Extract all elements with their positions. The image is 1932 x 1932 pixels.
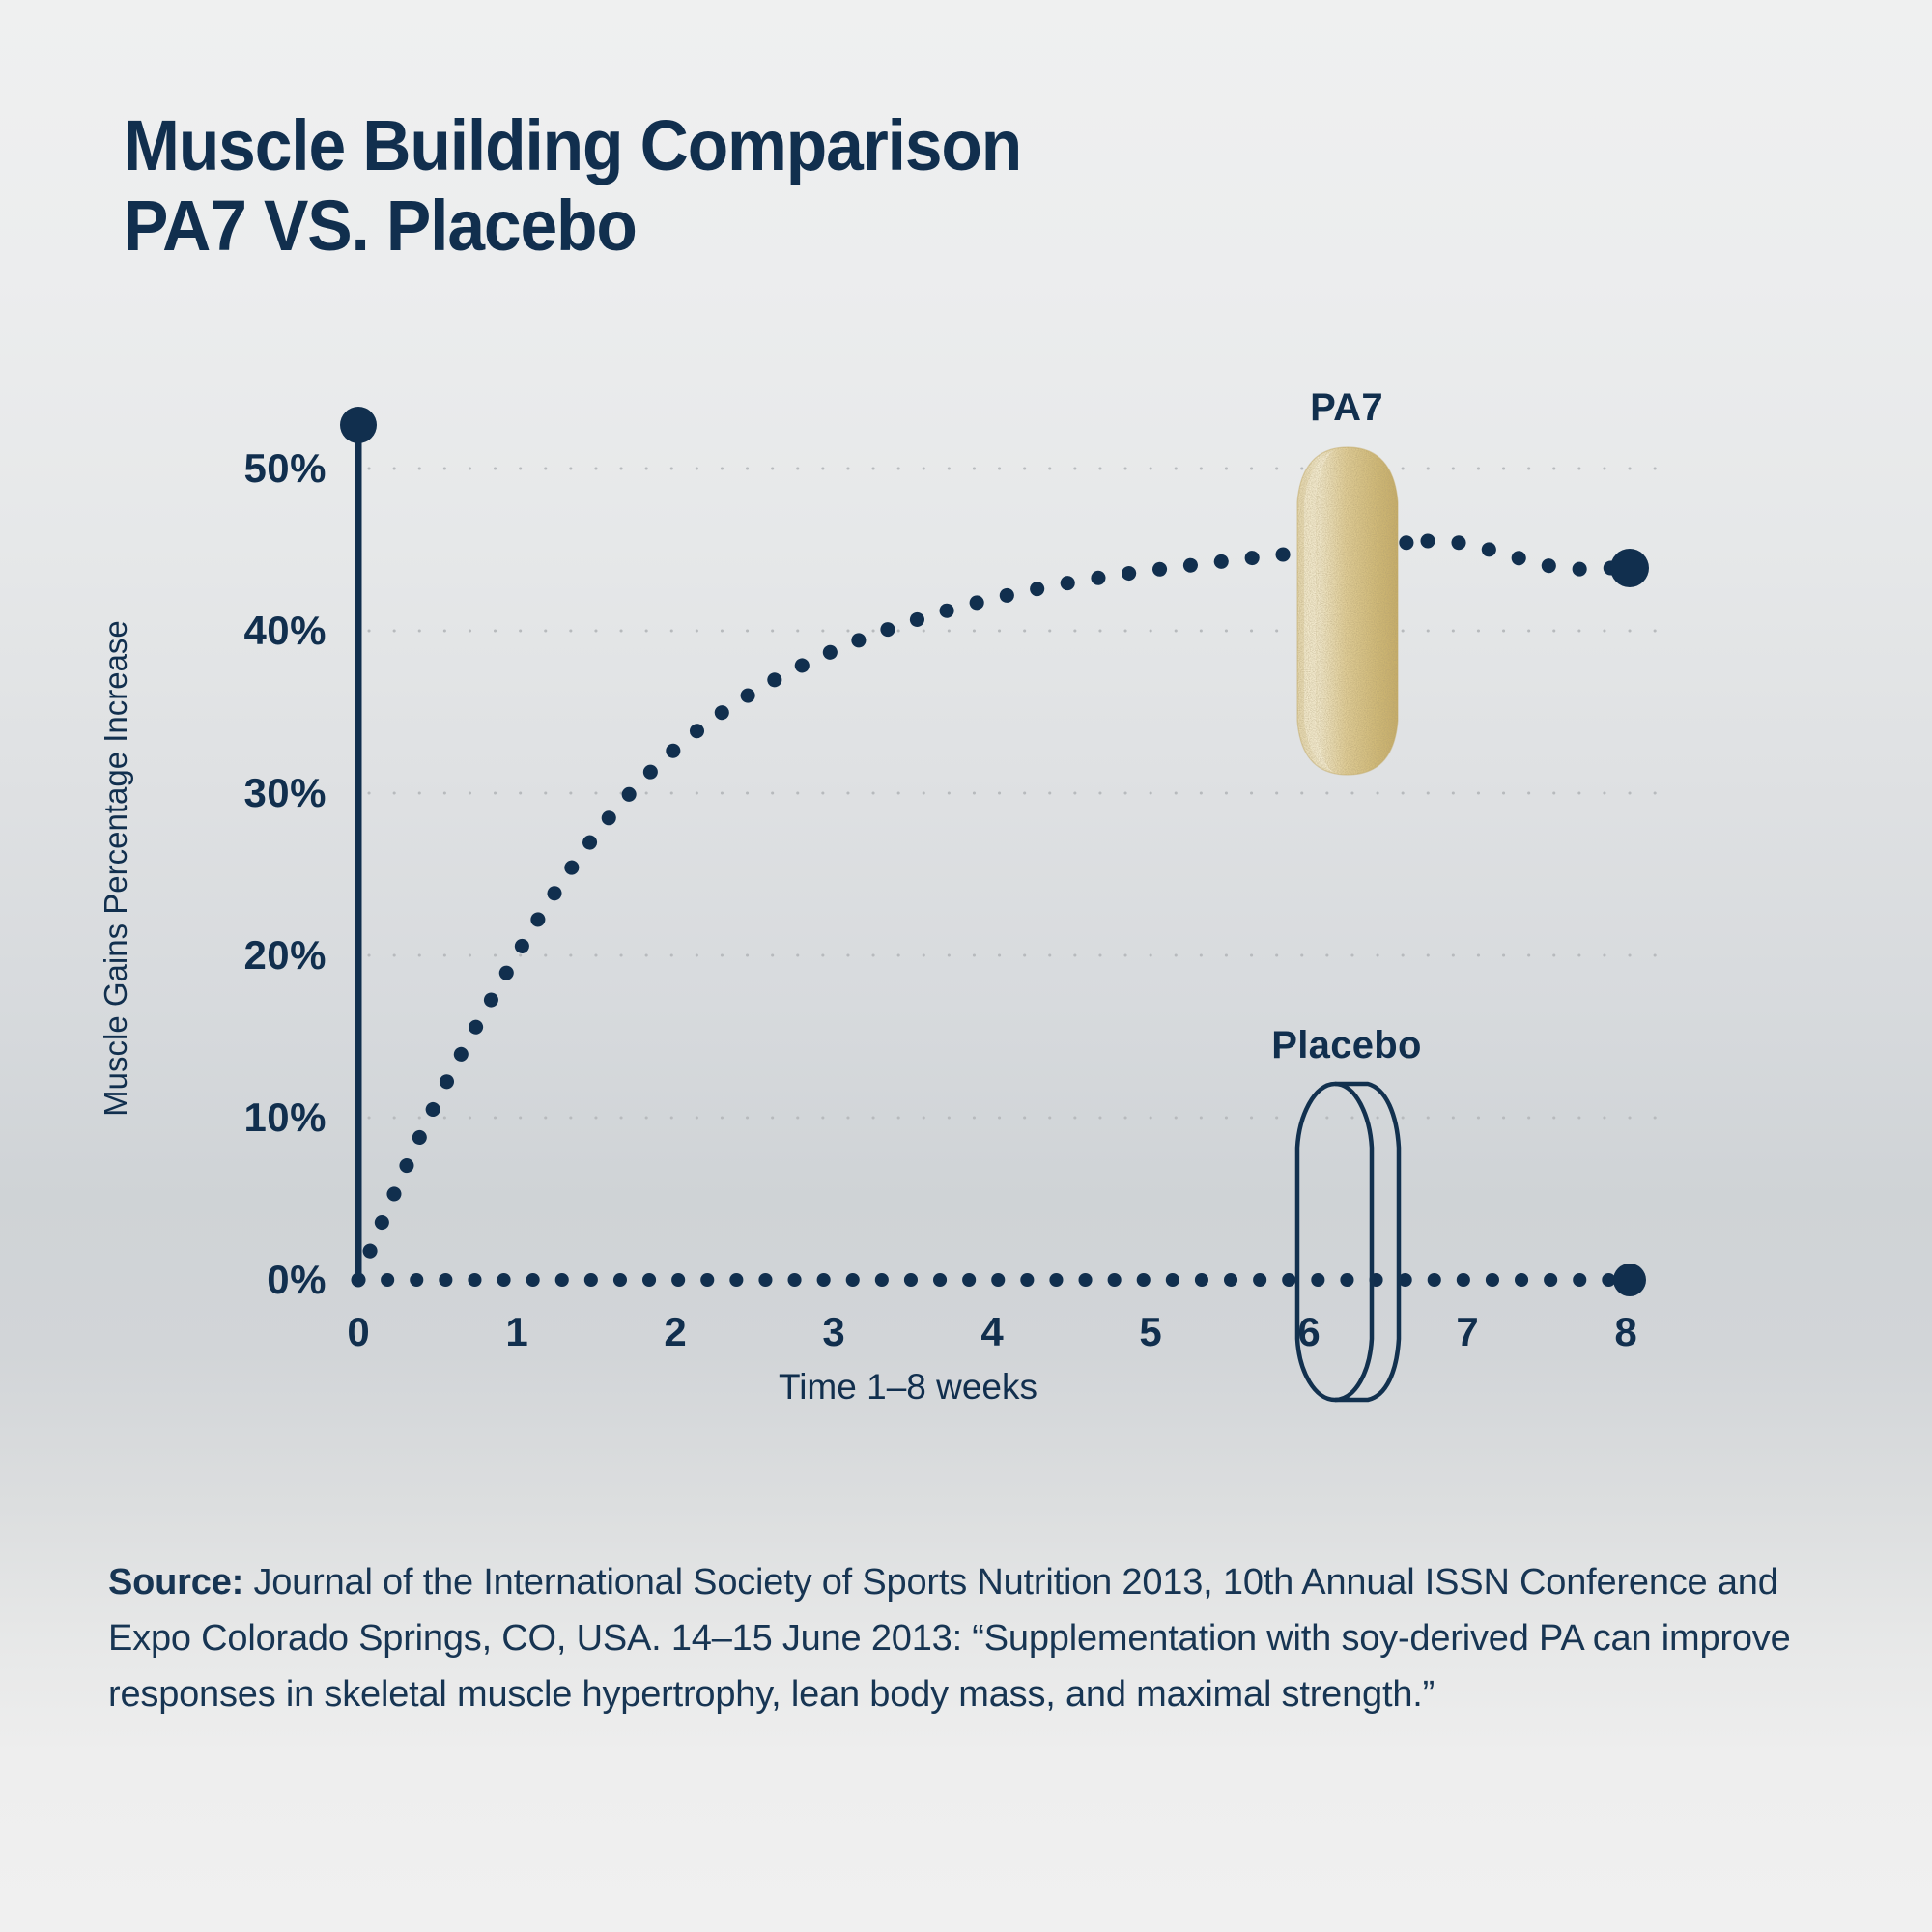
placebo-pill-icon xyxy=(1294,1081,1402,1403)
series-label-placebo: Placebo xyxy=(1271,1024,1422,1066)
x-tick-label: 2 xyxy=(664,1309,687,1354)
x-tick-label: 7 xyxy=(1456,1309,1479,1354)
x-axis-title: Time 1–8 weeks xyxy=(778,1367,1037,1406)
x-tick-label: 0 xyxy=(347,1309,370,1354)
source-text: Journal of the International Society of … xyxy=(108,1562,1791,1715)
y-tick-label: 50% xyxy=(243,445,327,491)
series-label-pa7: PA7 xyxy=(1310,386,1383,429)
y-tick-label: 0% xyxy=(267,1257,327,1302)
chart-container: 50% 40% 30% 20% 10% 0% Muscle Gains Perc… xyxy=(98,386,1663,1406)
source-note: Source: Journal of the International Soc… xyxy=(108,1555,1847,1722)
x-tick-label: 8 xyxy=(1614,1309,1637,1354)
y-tick-label: 30% xyxy=(243,770,327,815)
x-tick-label: 6 xyxy=(1297,1309,1321,1354)
x-tick-label: 5 xyxy=(1139,1309,1162,1354)
x-tick-label: 3 xyxy=(822,1309,845,1354)
pa7-pill-icon xyxy=(1296,446,1399,776)
y-tick-label: 20% xyxy=(243,932,327,978)
x-tick-label: 4 xyxy=(980,1309,1004,1354)
series-pa7-line xyxy=(351,533,1649,1288)
source-label: Source: xyxy=(108,1562,244,1603)
x-tick-label: 1 xyxy=(505,1309,528,1354)
y-axis-title: Muscle Gains Percentage Increase xyxy=(98,620,133,1117)
page-title: Muscle Building Comparison PA7 VS. Place… xyxy=(124,105,1022,266)
y-tick-label: 10% xyxy=(243,1094,327,1140)
series-placebo-line xyxy=(352,1264,1646,1296)
chart-plot-svg xyxy=(340,407,1663,1296)
y-axis-line xyxy=(340,407,377,1285)
y-tick-label: 40% xyxy=(243,608,327,653)
gridlines xyxy=(367,467,1663,1120)
